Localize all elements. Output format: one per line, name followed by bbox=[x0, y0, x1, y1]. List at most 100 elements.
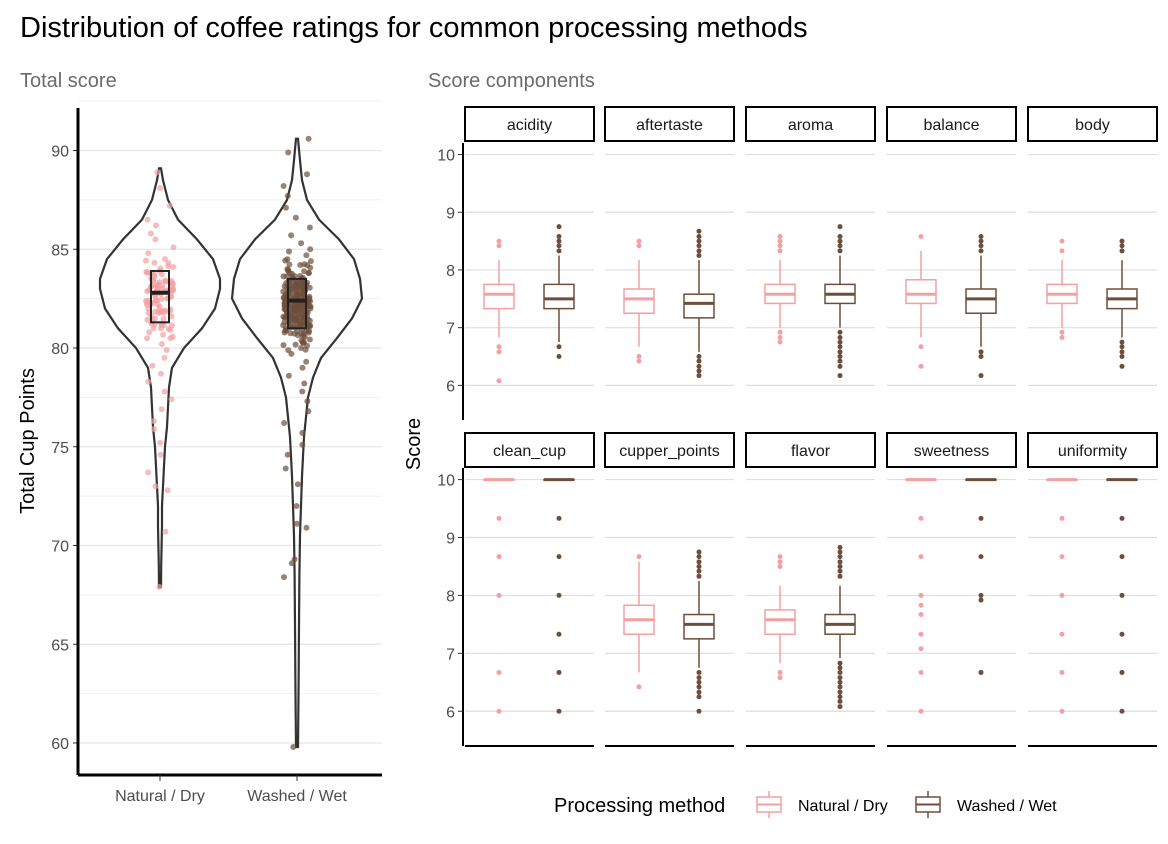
outlier-point bbox=[1119, 238, 1125, 244]
y-tick-label: 65 bbox=[51, 637, 69, 654]
jitter-point bbox=[170, 286, 176, 293]
outlier-point bbox=[837, 329, 843, 335]
jitter-point bbox=[145, 469, 152, 476]
facet-label-body: body bbox=[1075, 117, 1110, 134]
outlier-point bbox=[1059, 554, 1065, 560]
jitter-point bbox=[155, 301, 162, 308]
legend-title: Processing method bbox=[554, 795, 725, 817]
facet-y-tick-label: 10 bbox=[437, 148, 455, 165]
jitter-point bbox=[301, 268, 308, 275]
facet-strip bbox=[1027, 106, 1158, 142]
outlier-point bbox=[696, 563, 702, 569]
facet-label-flavor: flavor bbox=[791, 443, 831, 460]
outlier-point bbox=[696, 373, 702, 379]
outlier-point bbox=[696, 568, 702, 574]
jitter-point bbox=[145, 378, 152, 385]
jitter-point bbox=[158, 341, 165, 347]
jitter-point bbox=[161, 309, 168, 316]
outlier-point bbox=[696, 228, 702, 234]
jitter-point bbox=[154, 282, 161, 289]
outlier-point bbox=[978, 233, 984, 239]
jitter-point bbox=[307, 322, 313, 329]
outlier-point bbox=[837, 373, 843, 379]
outlier-point bbox=[837, 554, 843, 560]
jitter-point bbox=[307, 246, 314, 253]
jitter-point bbox=[281, 420, 288, 426]
outlier-point bbox=[837, 224, 843, 230]
outlier-point bbox=[978, 592, 984, 598]
x-tick-label: Natural / Dry bbox=[115, 788, 205, 805]
facet-strip bbox=[886, 106, 1017, 142]
left-panel-subtitle: Total score bbox=[20, 70, 117, 92]
outlier-point bbox=[696, 559, 702, 565]
jitter-point bbox=[281, 329, 288, 336]
jitter-point bbox=[152, 483, 159, 490]
jitter-point bbox=[150, 325, 157, 332]
outlier-point bbox=[696, 368, 702, 374]
jitter-point bbox=[281, 574, 287, 581]
outlier-point bbox=[837, 563, 843, 569]
outlier-point bbox=[837, 549, 843, 555]
outlier-point bbox=[837, 248, 843, 254]
outlier-point bbox=[696, 248, 702, 254]
facet-strip bbox=[464, 432, 595, 468]
jitter-point bbox=[158, 406, 165, 413]
outlier-point bbox=[636, 358, 642, 364]
violin-washed bbox=[230, 137, 364, 749]
facet-y-tick-label: 7 bbox=[446, 321, 455, 338]
outlier-point bbox=[696, 243, 702, 249]
outlier-point bbox=[777, 248, 783, 254]
jitter-point bbox=[161, 388, 168, 395]
outlier-point bbox=[636, 684, 642, 690]
box-natural bbox=[764, 609, 796, 635]
outlier-point bbox=[978, 354, 984, 360]
outlier-point bbox=[837, 694, 843, 700]
legend-washed-label: Washed / Wet bbox=[957, 798, 1057, 815]
outlier-point bbox=[496, 515, 502, 521]
facet-strip bbox=[745, 432, 876, 468]
outlier-point bbox=[1119, 515, 1125, 521]
outlier-point bbox=[918, 708, 924, 714]
outlier-point bbox=[696, 679, 702, 685]
outlier-point bbox=[496, 238, 502, 244]
jitter-point bbox=[284, 451, 291, 458]
outlier-point bbox=[1119, 354, 1125, 360]
jitter-point bbox=[158, 296, 165, 302]
outlier-point bbox=[1059, 592, 1065, 598]
outlier-point bbox=[978, 669, 984, 675]
outlier-point bbox=[496, 669, 502, 675]
legend-natural-label: Natural / Dry bbox=[798, 798, 888, 815]
outlier-point bbox=[1059, 248, 1065, 254]
facet-y-tick-label: 8 bbox=[446, 588, 455, 605]
outlier-point bbox=[636, 238, 642, 244]
outlier-point bbox=[837, 660, 843, 666]
outlier-point bbox=[777, 669, 783, 675]
outlier-point bbox=[696, 549, 702, 555]
box-natural bbox=[623, 288, 655, 314]
outlier-point bbox=[1059, 238, 1065, 244]
outlier-point bbox=[837, 358, 843, 364]
outlier-point bbox=[496, 708, 502, 714]
jitter-point bbox=[294, 481, 301, 488]
facet-strip bbox=[1027, 432, 1158, 468]
jitter-point bbox=[146, 329, 153, 336]
jitter-point bbox=[291, 273, 298, 279]
jitter-point bbox=[288, 232, 295, 239]
outlier-point bbox=[496, 243, 502, 249]
jitter-point bbox=[284, 192, 291, 199]
jitter-point bbox=[286, 261, 293, 268]
jitter-point bbox=[286, 248, 292, 255]
jitter-point bbox=[280, 342, 287, 349]
jitter-point bbox=[299, 388, 306, 395]
outlier-point bbox=[918, 646, 924, 652]
y-tick-label: 80 bbox=[51, 341, 69, 358]
jitter-point bbox=[303, 252, 310, 259]
outlier-point bbox=[696, 694, 702, 700]
box-washed bbox=[965, 288, 997, 314]
facet-strip bbox=[604, 106, 735, 142]
outlier-point bbox=[918, 612, 924, 618]
jitter-point bbox=[166, 202, 173, 209]
outlier-point bbox=[777, 243, 783, 249]
outlier-point bbox=[636, 243, 642, 249]
outlier-point bbox=[1119, 339, 1125, 345]
